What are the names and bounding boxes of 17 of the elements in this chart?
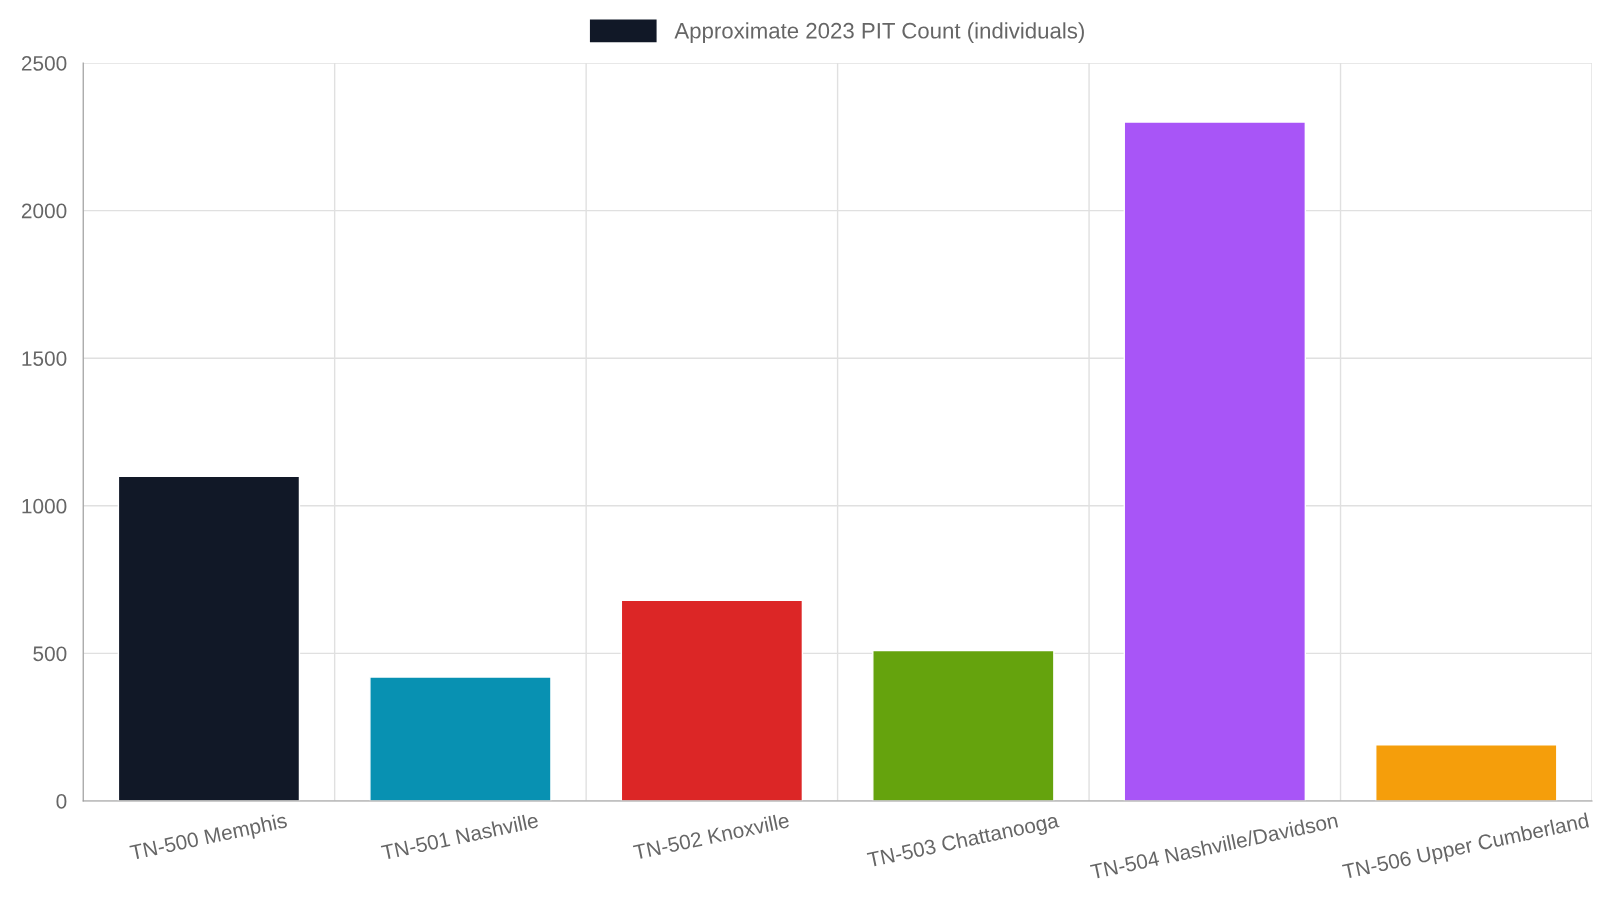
legend-label: Approximate 2023 PIT Count (individuals) [674,22,1084,43]
bar [620,599,804,801]
y-tick-label: 2000 [21,203,67,219]
bar [1123,121,1307,801]
bar [117,475,301,801]
bar [1375,744,1558,801]
y-tick-label: 1500 [22,351,67,366]
y-tick-label: 1000 [22,498,67,514]
y-tick-label: 2500 [21,56,67,71]
x-tick-label: TN-502 Knoxville [632,812,790,860]
bar [369,676,552,801]
y-tick-label: 500 [33,646,67,662]
x-tick-label: TN-501 Nashville [380,812,539,861]
x-tick-label: TN-500 Memphis [129,812,289,865]
x-tick-label: TN-503 Chattanooga [866,812,1061,872]
y-tick-label: 0 [56,794,67,809]
bar [872,649,1055,801]
